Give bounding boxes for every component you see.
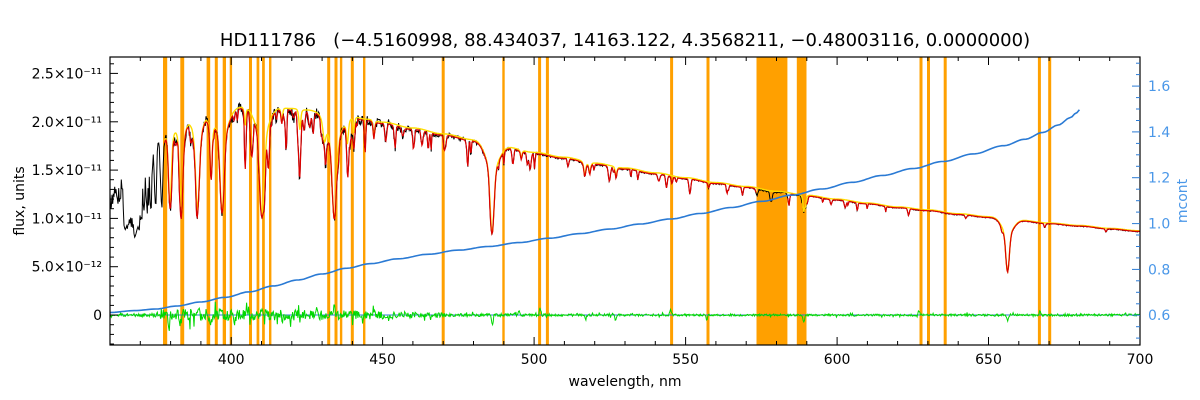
continuum-fit-series (164, 106, 1140, 275)
mcont-axis-label: mcont (1175, 178, 1191, 223)
flux-tick-label: 2.0×10⁻¹¹ (32, 115, 102, 131)
mask-band (256, 57, 260, 345)
mask-band (339, 57, 343, 345)
flux-tick-label: 0 (93, 308, 102, 324)
mcont-tick-label: 1.2 (1148, 171, 1170, 187)
x-tick-label: 400 (218, 352, 245, 368)
x-tick-label: 700 (1127, 352, 1154, 368)
x-axis-label: wavelength, nm (569, 374, 682, 390)
plot-layers: 400 450 500 550 600 650 700 0 5.0×10⁻¹² 1.0×10⁻¹¹… (32, 56, 1170, 368)
model-fit-series (806, 195, 1140, 275)
mask-band (919, 57, 923, 345)
x-tick-label: 500 (521, 352, 548, 368)
mask-band (249, 57, 252, 345)
mask-band (1037, 57, 1041, 345)
chart-title: HD111786 (−4.5160998, 88.434037, 14163.1… (220, 30, 1030, 51)
mcont-tick-label: 0.8 (1148, 262, 1170, 278)
mcont-tick-label: 1.4 (1148, 125, 1170, 141)
x-tick-label: 600 (824, 352, 851, 368)
mask-band (927, 57, 930, 345)
flux-tick-label: 1.5×10⁻¹¹ (32, 163, 102, 179)
residual-series (109, 301, 1141, 331)
mask-band (943, 57, 947, 345)
mask-band (706, 57, 710, 345)
mask-band (502, 57, 505, 345)
mcont-tick-label: 1.0 (1148, 217, 1170, 233)
flux-tick-label: 1.0×10⁻¹¹ (32, 211, 102, 227)
mcont-tick-label: 1.6 (1148, 79, 1170, 95)
mask-band (163, 57, 168, 345)
mask-band (670, 57, 674, 345)
flux-tick-label: 2.5×10⁻¹¹ (32, 66, 102, 82)
x-tick-label: 550 (672, 352, 699, 368)
mask-band (327, 57, 331, 345)
mask-band (269, 57, 272, 345)
x-tick-label: 650 (975, 352, 1002, 368)
x-tick-label: 450 (369, 352, 396, 368)
mcont-series (109, 109, 1081, 314)
mask-band (222, 57, 226, 345)
mask-band (441, 57, 445, 345)
mcont-tick-label: 0.6 (1148, 308, 1170, 324)
flux-axis-label: flux, units (12, 166, 28, 235)
mask-band (229, 57, 233, 345)
mask-band (214, 57, 218, 345)
flux-tick-label: 5.0×10⁻¹² (32, 260, 102, 276)
mask-band (350, 57, 354, 345)
mask-band (538, 57, 542, 345)
mask-band (1048, 57, 1052, 345)
mask-band (545, 57, 549, 345)
mask-band (363, 57, 366, 345)
model-fit-series (164, 108, 757, 236)
mask-band (206, 57, 211, 345)
